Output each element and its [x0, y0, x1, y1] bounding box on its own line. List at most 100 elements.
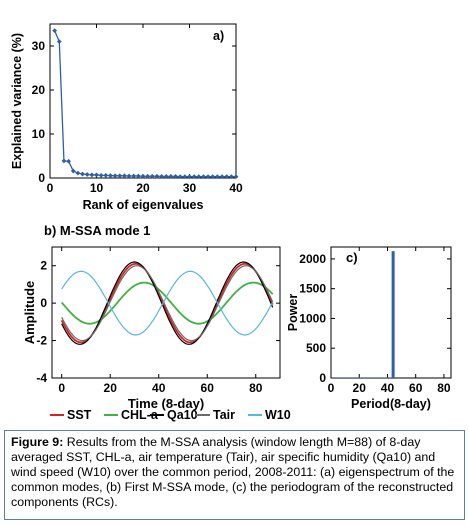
eigen-point: [219, 174, 225, 180]
eigen-point: [122, 173, 127, 179]
eigen-point: [135, 173, 141, 179]
x-tick-label: 60: [409, 381, 423, 395]
series-line-qa10: [61, 261, 274, 345]
plot-frame: [330, 246, 452, 379]
plot-frame: [49, 23, 237, 179]
y-axis-label: Amplitude: [22, 281, 37, 345]
eigen-point: [182, 174, 188, 180]
eigen-point: [224, 174, 230, 180]
eigen-point: [210, 174, 216, 180]
legend-label-chl-a: CHL-a: [121, 408, 159, 422]
x-tick-label: 60: [201, 381, 215, 395]
eigen-point: [70, 168, 76, 174]
x-axis-label: Rank of eigenvalues: [83, 198, 204, 212]
panel-c-label: c): [346, 250, 358, 265]
eigen-point: [196, 174, 202, 180]
eigen-point: [149, 173, 155, 179]
eigen-point: [112, 173, 118, 179]
eigen-point: [173, 174, 178, 179]
x-tick-label: 0: [58, 381, 65, 395]
eigen-point: [201, 174, 206, 180]
y-axis-label: Power: [286, 294, 300, 332]
y-tick-label: -2: [36, 334, 47, 348]
y-tick-label: 2: [40, 259, 47, 273]
x-tick-label: 30: [183, 181, 197, 195]
y-tick-label: 1000: [299, 311, 326, 325]
eigen-point: [80, 171, 85, 177]
eigen-point: [187, 174, 192, 180]
y-tick-label: 1500: [299, 282, 326, 296]
y-tick-label: 20: [32, 83, 46, 97]
y-tick-label: 10: [32, 127, 46, 141]
y-tick-label: -4: [36, 371, 47, 385]
x-tick-label: 0: [47, 181, 54, 195]
y-tick-label: 500: [306, 341, 326, 355]
y-tick-label: 0: [38, 171, 45, 185]
series-line-tair: [61, 265, 274, 342]
eigen-point: [205, 174, 211, 180]
legend: SST CHL-a Qa10 Tair W10: [50, 408, 291, 422]
legend-label-sst: SST: [67, 408, 92, 422]
panel-c-periodogram: 0 20 40 60 80 0 500 1000 1500 2000 Period(8-day) Po…: [286, 246, 452, 411]
eigen-point: [145, 173, 151, 179]
eigen-point: [163, 174, 169, 179]
eigen-line: [54, 30, 236, 178]
y-tick-label: 0: [319, 371, 326, 385]
eigen-point: [75, 170, 81, 176]
x-tick-label: 80: [437, 381, 451, 395]
eigen-point: [108, 173, 113, 178]
eigen-point: [84, 172, 90, 177]
legend-label-qa10: Qa10: [167, 408, 198, 422]
eigen-point: [168, 174, 174, 179]
plot-frame: [51, 246, 281, 379]
series-line-chl-a: [60, 281, 274, 325]
eigen-point: [66, 158, 71, 164]
eigen-point: [159, 174, 164, 179]
y-tick-label: 2000: [299, 252, 326, 266]
x-tick-label: 20: [104, 381, 118, 395]
x-tick-label: 40: [381, 381, 395, 395]
eigen-point: [56, 39, 62, 44]
eigen-point: [89, 172, 95, 178]
series-line-w10: [61, 270, 274, 336]
eigen-point: [177, 174, 183, 180]
eigen-point: [131, 173, 137, 179]
x-tick-label: 20: [136, 181, 150, 195]
legend-label-w10: W10: [265, 408, 291, 422]
y-tick-label: 0: [40, 296, 47, 310]
eigen-point: [228, 174, 234, 180]
panel-a-label: a): [213, 29, 224, 43]
x-axis-label: Period(8-day): [351, 397, 431, 411]
series-line-sst: [60, 262, 274, 344]
caption-figure-label: Figure 9:: [11, 435, 64, 449]
caption-text: Results from the M-SSA analysis (window …: [11, 435, 455, 509]
x-axis-label: Time (8-day): [128, 396, 204, 411]
periodogram-peak-bar: [391, 251, 395, 378]
eigen-point: [215, 174, 220, 180]
eigen-point: [154, 173, 160, 179]
x-tick-label: 40: [229, 181, 243, 195]
eigen-point: [233, 174, 239, 180]
eigen-point: [126, 173, 132, 179]
eigen-point: [98, 172, 104, 178]
eigen-point: [103, 172, 109, 178]
eigen-point: [140, 173, 146, 179]
x-tick-label: 0: [328, 381, 335, 395]
legend-label-tair: Tair: [213, 408, 235, 422]
eigen-point: [61, 158, 67, 164]
panel-b-label: b) M-SSA mode 1: [44, 223, 150, 238]
y-tick-label: 30: [32, 39, 46, 53]
figure-caption: Figure 9: Results from the M-SSA analysi…: [4, 430, 465, 520]
eigen-point: [191, 174, 197, 180]
x-tick-label: 20: [353, 381, 367, 395]
eigen-point: [52, 28, 58, 33]
eigen-point: [117, 173, 123, 179]
x-tick-label: 80: [249, 381, 263, 395]
panel-a-eigenspectrum: 0 10 20 30 40 0 10 20 30 Rank of eigenvalues Expla…: [10, 23, 243, 212]
panel-b-msa-mode: 0 20 40 60 80 -4 -2 0 2 Time (8-day) Amplitude b) M…: [22, 223, 281, 411]
y-axis-label: Explained variance (%): [10, 33, 24, 169]
eigen-point: [94, 172, 99, 178]
x-tick-label: 10: [90, 181, 104, 195]
x-tick-label: 40: [152, 381, 166, 395]
